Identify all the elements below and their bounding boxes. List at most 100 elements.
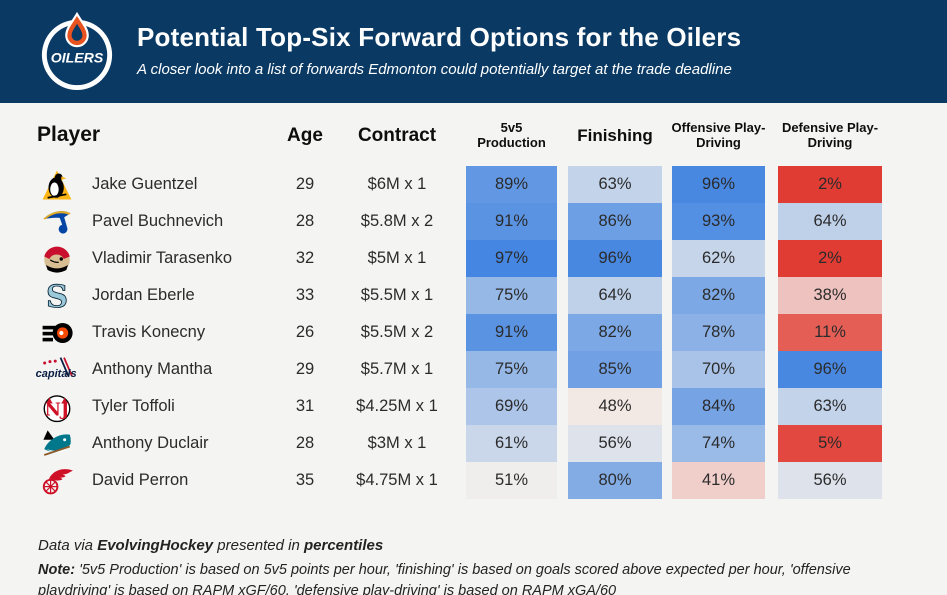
player-contract: $5.5M x 1: [360, 286, 434, 304]
data-credit: Data via EvolvingHockey presented in per…: [38, 537, 383, 554]
stat-cell-offensive-play-driving: 78%: [672, 314, 765, 351]
stat-cell-offensive-play-driving: 96%: [672, 166, 765, 203]
player-age: 32: [295, 249, 315, 267]
team-logo-penguins-icon: [33, 166, 81, 203]
stat-cell-finishing: 85%: [568, 351, 662, 388]
team-logo-capitals-icon: capitals: [33, 351, 81, 388]
team-logo-devils-icon: NJ: [33, 388, 81, 425]
column-header-finishing: Finishing: [577, 126, 653, 146]
player-name: Jake Guentzel: [92, 175, 198, 193]
team-logo-blues-icon: [33, 203, 81, 240]
table-row: David Perron 35 $4.75M x 1 51% 80% 41% 56%: [0, 462, 947, 499]
stat-cell-finishing: 63%: [568, 166, 662, 203]
player-contract: $6M x 1: [367, 175, 427, 193]
player-contract: $3M x 1: [367, 434, 427, 452]
player-contract: $4.25M x 1: [356, 397, 438, 415]
stat-cell-offensive-play-driving: 82%: [672, 277, 765, 314]
credit-emphasis: percentiles: [304, 537, 384, 554]
stat-cell-5v5-production: 97%: [466, 240, 557, 277]
table-row: S Jordan Eberle 33 $5.5M x 1 75% 64% 82% 38%: [0, 277, 947, 314]
player-name: Anthony Duclair: [92, 434, 209, 452]
player-age: 29: [295, 175, 315, 193]
note-text: '5v5 Production' is based on 5v5 points …: [38, 562, 851, 595]
player-contract: $5.7M x 1: [360, 360, 434, 378]
page-title: Potential Top-Six Forward Options for th…: [137, 22, 742, 52]
stat-cell-finishing: 56%: [568, 425, 662, 462]
player-name: Tyler Toffoli: [92, 397, 175, 415]
svg-text:capitals: capitals: [36, 368, 77, 380]
stat-cell-defensive-play-driving: 96%: [778, 351, 882, 388]
page-subtitle: A closer look into a list of forwards Ed…: [137, 61, 732, 78]
column-header-defensive-play-driving: Defensive Play-Driving: [781, 120, 879, 150]
table-row: Pavel Buchnevich 28 $5.8M x 2 91% 86% 93% 64%: [0, 203, 947, 240]
credit-prefix: Data via: [38, 537, 98, 554]
column-header-offensive-play-driving: Offensive Play-Driving: [671, 120, 766, 150]
stat-cell-5v5-production: 75%: [466, 351, 557, 388]
player-contract: $5.5M x 2: [360, 323, 434, 341]
stat-cell-offensive-play-driving: 70%: [672, 351, 765, 388]
stat-cell-defensive-play-driving: 56%: [778, 462, 882, 499]
player-name: Vladimir Tarasenko: [92, 249, 233, 267]
stat-cell-5v5-production: 91%: [466, 203, 557, 240]
stat-cell-defensive-play-driving: 64%: [778, 203, 882, 240]
player-age: 26: [295, 323, 315, 341]
stat-cell-5v5-production: 75%: [466, 277, 557, 314]
svg-text:S: S: [46, 279, 68, 313]
oilers-logo-text: OILERS: [51, 50, 104, 66]
player-age: 33: [295, 286, 315, 304]
stat-cell-defensive-play-driving: 38%: [778, 277, 882, 314]
player-name: Jordan Eberle: [92, 286, 195, 304]
table-row: NJ Tyler Toffoli 31 $4.25M x 1 69% 48% 84% 63%: [0, 388, 947, 425]
player-contract: $4.75M x 1: [356, 471, 438, 489]
stat-cell-offensive-play-driving: 74%: [672, 425, 765, 462]
stat-cell-defensive-play-driving: 2%: [778, 166, 882, 203]
oilers-logo-icon: OILERS: [41, 12, 113, 91]
player-name: Travis Konecny: [92, 323, 206, 341]
stat-cell-offensive-play-driving: 62%: [672, 240, 765, 277]
team-logo-senators-icon: [33, 240, 81, 277]
player-age: 29: [295, 360, 315, 378]
column-header-contract: Contract: [357, 125, 437, 146]
note-label: Note:: [38, 562, 76, 578]
methodology-note: Note: '5v5 Production' is based on 5v5 p…: [38, 560, 918, 595]
team-logo-redwings-icon: [33, 462, 81, 499]
stat-cell-finishing: 80%: [568, 462, 662, 499]
player-age: 35: [295, 471, 315, 489]
table-row: Anthony Duclair 28 $3M x 1 61% 56% 74% 5%: [0, 425, 947, 462]
player-age: 28: [295, 212, 315, 230]
player-name: David Perron: [92, 471, 189, 489]
table-row: Jake Guentzel 29 $6M x 1 89% 63% 96% 2%: [0, 166, 947, 203]
stat-cell-defensive-play-driving: 2%: [778, 240, 882, 277]
stat-cell-defensive-play-driving: 11%: [778, 314, 882, 351]
stat-cell-offensive-play-driving: 41%: [672, 462, 765, 499]
stat-cell-5v5-production: 61%: [466, 425, 557, 462]
table-row: capitals Anthony Mantha 29 $5.7M x 1 75% 85% 7…: [0, 351, 947, 388]
credit-middle: presented in: [213, 537, 304, 554]
stat-cell-finishing: 96%: [568, 240, 662, 277]
player-age: 31: [295, 397, 315, 415]
stat-cell-defensive-play-driving: 63%: [778, 388, 882, 425]
header-banner: OILERS Potential Top-Six Forward Options…: [0, 0, 947, 103]
player-name: Anthony Mantha: [92, 360, 213, 378]
stat-cell-finishing: 82%: [568, 314, 662, 351]
player-contract: $5.8M x 2: [360, 212, 434, 230]
team-logo-kraken-icon: S: [33, 277, 81, 314]
stat-cell-finishing: 64%: [568, 277, 662, 314]
column-header-player: Player: [37, 123, 101, 146]
column-header-5v5-production: 5v5 Production: [477, 120, 546, 150]
stat-cell-offensive-play-driving: 84%: [672, 388, 765, 425]
stat-cell-finishing: 48%: [568, 388, 662, 425]
stat-cell-finishing: 86%: [568, 203, 662, 240]
table-row: Vladimir Tarasenko 32 $5M x 1 97% 96% 62% 2%: [0, 240, 947, 277]
stat-cell-offensive-play-driving: 93%: [672, 203, 765, 240]
player-name: Pavel Buchnevich: [92, 212, 224, 230]
player-contract: $5M x 1: [367, 249, 427, 267]
player-age: 28: [295, 434, 315, 452]
svg-text:NJ: NJ: [45, 399, 70, 420]
column-header-age: Age: [287, 125, 323, 146]
credit-source: EvolvingHockey: [97, 537, 214, 554]
table-row: Travis Konecny 26 $5.5M x 2 91% 82% 78% 11%: [0, 314, 947, 351]
team-logo-sharks-icon: [33, 425, 81, 462]
stat-cell-5v5-production: 51%: [466, 462, 557, 499]
